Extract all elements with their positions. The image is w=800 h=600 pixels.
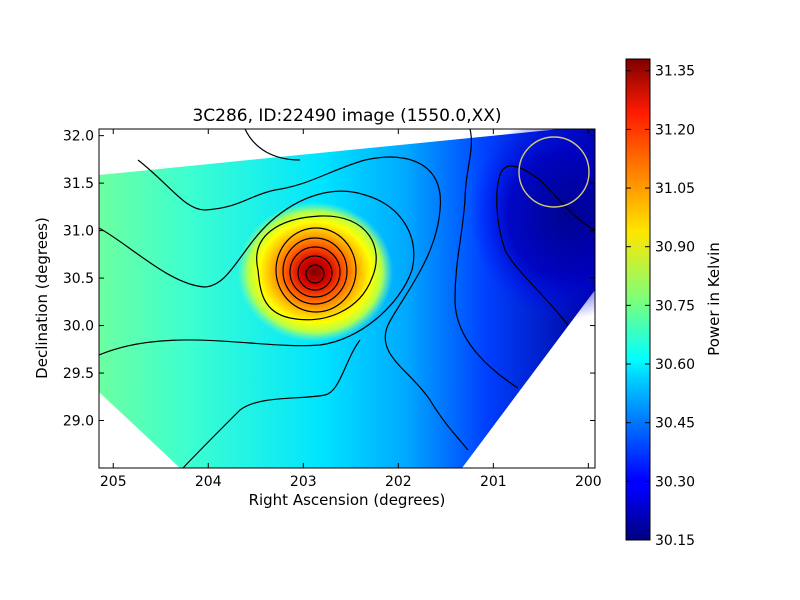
x-tick-label: 201 (480, 474, 507, 490)
colorbar-tick-label: 30.90 (655, 240, 695, 256)
colorbar-tick-label: 31.35 (655, 64, 695, 80)
y-tick-label: 32.0 (63, 129, 94, 145)
colorbar-tick-label: 30.15 (655, 533, 695, 549)
y-tick-label: 30.0 (63, 319, 94, 335)
colorbar (625, 58, 651, 541)
y-axis: 29.0 29.5 30.0 30.5 31.0 31.5 32.0 (63, 129, 595, 430)
contour-lines (99, 129, 595, 468)
contour-level (297, 255, 333, 291)
colorbar-tick-label: 30.60 (655, 357, 695, 373)
contour-level (305, 264, 325, 284)
contour-level (99, 190, 415, 356)
y-tick-label: 31.5 (63, 176, 94, 192)
contour-level (256, 215, 377, 321)
colorbar-axis: 30.15 30.30 30.45 30.60 30.75 30.90 31.05 31.20… (626, 64, 695, 549)
y-tick-label: 29.5 (63, 366, 94, 382)
contour-level (496, 165, 595, 326)
contour-level (137, 156, 469, 451)
colorbar-tick-label: 30.30 (655, 474, 695, 490)
contour-level (244, 129, 301, 161)
axes-frame (98, 128, 596, 469)
colorbar-tick-label: 30.45 (655, 416, 695, 432)
y-tick-label: 29.0 (63, 414, 94, 430)
x-tick-label: 202 (385, 474, 412, 490)
x-tick-label: 203 (290, 474, 317, 490)
contour-level (282, 237, 348, 305)
x-tick-label: 205 (100, 474, 127, 490)
y-tick-label: 31.0 (63, 224, 94, 240)
y-axis-label: Declination (degrees) (33, 217, 51, 379)
contour-level (182, 339, 361, 468)
x-axis-label: Right Ascension (degrees) (249, 491, 446, 509)
colorbar-tick-label: 31.05 (655, 181, 695, 197)
colorbar-tick-label: 31.20 (655, 122, 695, 138)
heatmap-low-region (470, 129, 595, 320)
contour-level (454, 129, 519, 389)
y-tick-label: 30.5 (63, 271, 94, 287)
contour-level (289, 246, 341, 298)
contour-level (275, 227, 357, 313)
colorbar-tick-label: 30.75 (655, 298, 695, 314)
x-tick-label: 204 (195, 474, 222, 490)
heatmap-image (99, 129, 595, 468)
source-marker-circle (518, 136, 590, 208)
chart-title: 3C286, ID:22490 image (1550.0,XX) (192, 106, 501, 126)
heatmap-source-blob (237, 202, 393, 342)
x-axis: 205 204 203 202 201 200 (100, 129, 602, 490)
x-tick-label: 200 (575, 474, 602, 490)
colorbar-label: Power in Kelvin (705, 242, 723, 356)
